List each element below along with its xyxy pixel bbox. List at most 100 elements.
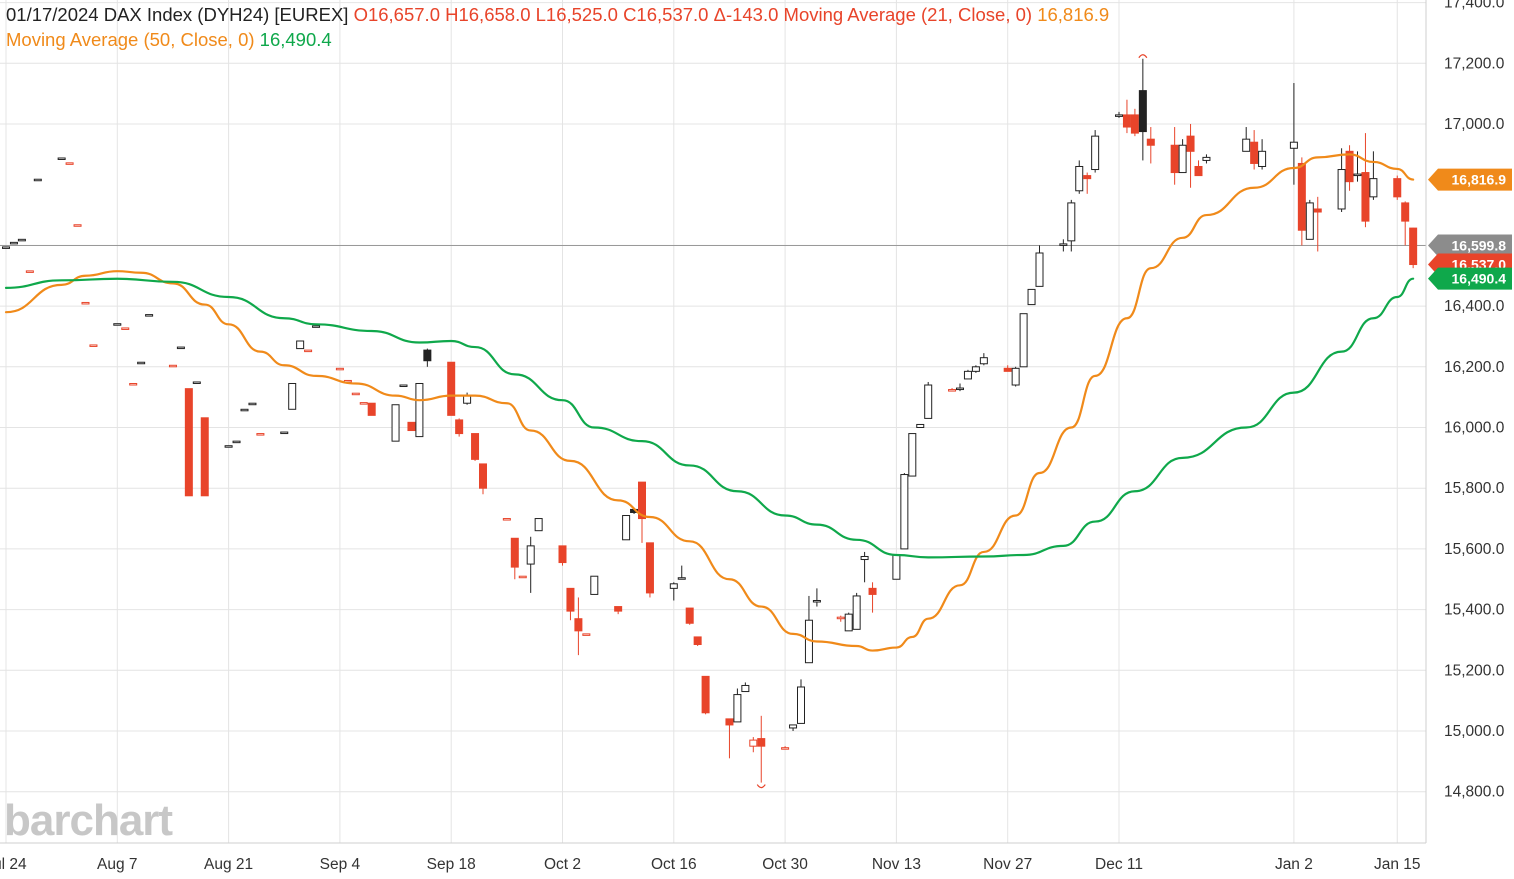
- candle-body: [892, 554, 901, 580]
- candle: [590, 575, 599, 595]
- candle: [669, 582, 678, 601]
- candle: [463, 392, 472, 405]
- candle-body: [407, 421, 416, 432]
- candle: [836, 615, 845, 622]
- candle: [192, 381, 201, 384]
- candle: [979, 353, 988, 366]
- candle-body: [455, 419, 464, 435]
- candle-body: [288, 382, 297, 410]
- candle: [1345, 145, 1354, 191]
- candle: [200, 417, 209, 497]
- candle-body: [1313, 208, 1322, 213]
- candle-body: [240, 408, 249, 412]
- candle: [1186, 124, 1195, 188]
- candle-body: [1289, 141, 1298, 149]
- candle-body: [57, 157, 66, 160]
- price-badge-shape: [1428, 267, 1512, 290]
- candle-body: [502, 518, 511, 521]
- y-tick-label: 15,000.0: [1444, 723, 1505, 740]
- y-tick-label: 15,800.0: [1444, 480, 1505, 497]
- chart-header-line-1: 01/17/2024 DAX Index (DYH24) [EUREX] O16…: [6, 4, 1109, 26]
- candle: [1194, 160, 1203, 177]
- x-tick-label: Oct 30: [762, 856, 808, 873]
- candle: [502, 518, 511, 521]
- candle-body: [908, 433, 917, 477]
- candle: [1297, 157, 1306, 246]
- candle-body: [479, 463, 487, 489]
- candle-body: [351, 392, 360, 396]
- candle-body: [1083, 175, 1092, 180]
- candle-body: [280, 431, 289, 435]
- candle-body: [312, 325, 321, 328]
- candle: [256, 433, 265, 436]
- candle: [447, 361, 456, 416]
- candle: [121, 327, 130, 330]
- candle: [81, 301, 90, 305]
- candle-body: [534, 518, 543, 532]
- candle-body: [176, 346, 185, 350]
- candle-body: [200, 417, 209, 497]
- candle-body: [622, 515, 631, 541]
- candle-body: [1067, 202, 1076, 242]
- candle: [1003, 365, 1012, 372]
- extreme-marker: [756, 784, 766, 789]
- candle: [860, 551, 869, 583]
- candle: [518, 575, 527, 579]
- candle-body: [1305, 202, 1314, 240]
- candle: [145, 314, 154, 317]
- candle-body: [145, 314, 154, 317]
- candle-body: [518, 575, 527, 579]
- candle-body: [399, 384, 408, 388]
- candle: [176, 346, 185, 350]
- candle-body: [701, 675, 710, 714]
- candle: [1313, 196, 1322, 252]
- candle: [1401, 201, 1410, 246]
- price-badge-label: 16,599.8: [1452, 237, 1507, 253]
- candle-body: [73, 224, 82, 227]
- candle-body: [669, 583, 678, 589]
- candle: [407, 421, 416, 432]
- header-symbol: DAX Index (DYH24) [EUREX]: [103, 4, 349, 25]
- candle: [33, 178, 42, 182]
- candle-body: [797, 686, 805, 724]
- candle-body: [463, 395, 472, 404]
- y-tick-label: 16,400.0: [1444, 298, 1505, 315]
- candle: [844, 612, 853, 632]
- candle-body: [1297, 162, 1306, 231]
- candle-body: [741, 684, 750, 693]
- candle: [224, 445, 233, 448]
- candle-body: [296, 340, 305, 350]
- header-ma50-label: Moving Average (50, Close, 0): [6, 29, 255, 50]
- candle: [1115, 111, 1123, 118]
- candle-body: [574, 618, 583, 632]
- candle-body: [335, 367, 344, 371]
- candle-body: [781, 747, 790, 750]
- candle: [1146, 127, 1155, 164]
- candle-body: [1337, 169, 1346, 210]
- candle-body: [1194, 165, 1203, 177]
- candle: [1242, 127, 1251, 152]
- candle-body: [852, 595, 861, 630]
- candle: [129, 382, 138, 386]
- candle: [335, 367, 344, 371]
- candle-body: [526, 545, 535, 565]
- header-ma21-label: Moving Average (21, Close, 0): [783, 4, 1033, 25]
- candle: [1258, 139, 1267, 170]
- candle: [168, 364, 177, 368]
- candle: [367, 402, 376, 416]
- candle: [1011, 366, 1020, 387]
- candle-body: [113, 323, 122, 326]
- candle: [900, 473, 909, 550]
- candle-body: [304, 349, 313, 353]
- candle: [113, 323, 122, 326]
- candle: [73, 224, 82, 227]
- candle: [415, 382, 424, 438]
- candle-body: [423, 349, 432, 362]
- y-tick-label: 17,400.0: [1444, 0, 1505, 12]
- price-badge: 16,816.9: [1428, 168, 1512, 191]
- header-ma50-value: 16,490.4: [259, 29, 332, 50]
- x-axis-ticks: Jul 24 Aug 7 Aug 21 Sep 4 Sep 18 Oct 2 Oct 16 O…: [0, 856, 1421, 873]
- candle-body: [25, 270, 34, 273]
- candle: [1019, 313, 1028, 368]
